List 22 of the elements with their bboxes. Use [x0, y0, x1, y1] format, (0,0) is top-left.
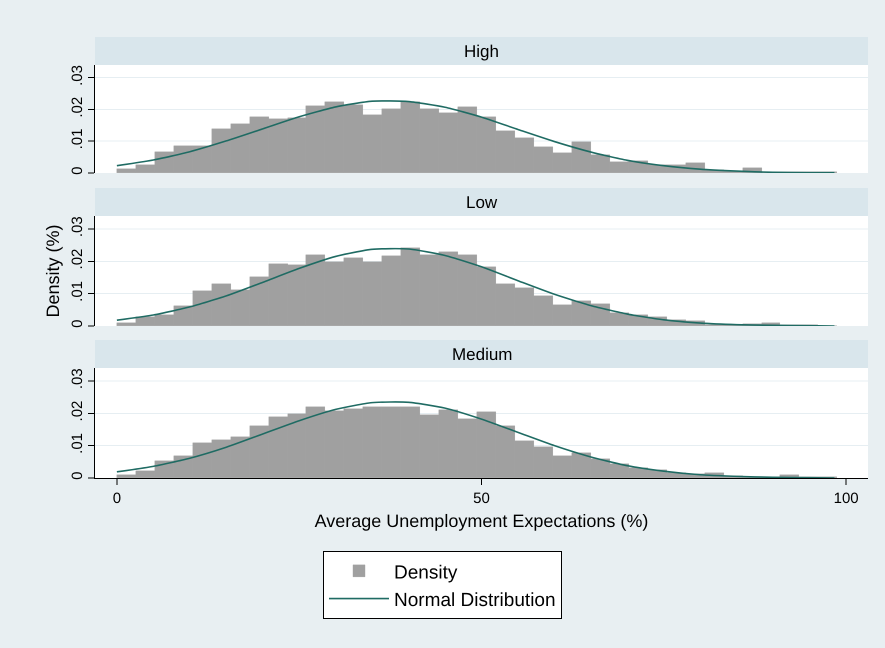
legend-label: Density: [394, 562, 458, 584]
y-tick-label: .02: [69, 400, 86, 422]
y-tick-label: .01: [69, 280, 86, 302]
chart-title: Medium: [452, 345, 512, 364]
x-tick-label: 100: [834, 490, 859, 507]
y-axis-title: Density (%): [43, 224, 64, 318]
y-tick-label: 0: [69, 320, 86, 328]
y-tick-label: 0: [69, 472, 86, 480]
chart-title: Low: [466, 193, 498, 212]
legend-label: Normal Distribution: [394, 590, 556, 611]
x-axis-title: Average Unemployment Expectations (%): [314, 511, 648, 532]
y-tick-label: .01: [69, 128, 86, 150]
x-tick-label: 50: [473, 490, 490, 507]
x-tick-label: 0: [112, 490, 122, 507]
y-tick-label: .01: [69, 432, 86, 454]
y-tick-label: .03: [69, 368, 86, 390]
chart-title: High: [464, 42, 499, 61]
y-tick-label: .02: [69, 248, 86, 270]
y-tick-label: 0: [69, 166, 86, 175]
y-tick-label: .03: [69, 216, 86, 238]
y-tick-label: .03: [69, 65, 86, 86]
y-tick-label: .02: [69, 96, 86, 118]
